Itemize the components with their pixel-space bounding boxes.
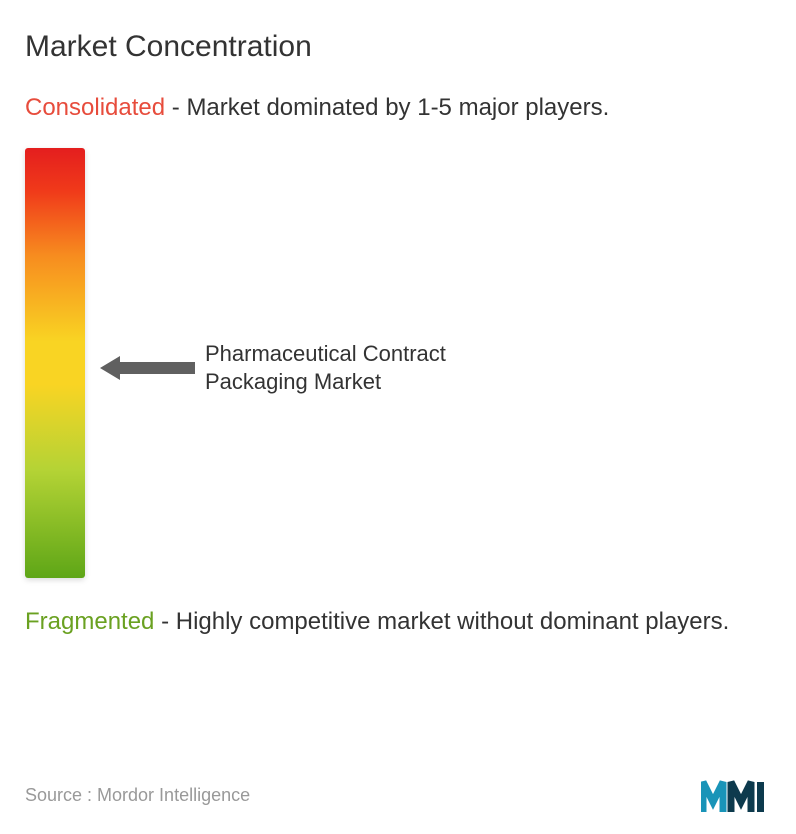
arrow-head-icon bbox=[100, 356, 120, 380]
consolidated-term: Consolidated bbox=[25, 94, 165, 121]
consolidated-text: - Market dominated by 1-5 major players. bbox=[165, 94, 609, 121]
marker-arrow bbox=[100, 361, 195, 375]
consolidated-description: Consolidated - Market dominated by 1-5 m… bbox=[25, 94, 771, 123]
fragmented-description: Fragmented - Highly competitive market w… bbox=[25, 608, 771, 637]
marker-group: Pharmaceutical Contract Packaging Market bbox=[100, 340, 545, 395]
source-attribution: Source : Mordor Intelligence bbox=[25, 785, 250, 806]
fragmented-text: - Highly competitive market without domi… bbox=[154, 608, 729, 635]
marker-label: Pharmaceutical Contract Packaging Market bbox=[205, 340, 545, 395]
fragmented-term: Fragmented bbox=[25, 608, 154, 635]
gradient-bar bbox=[25, 148, 85, 578]
scale-container: Pharmaceutical Contract Packaging Market bbox=[25, 148, 771, 578]
brand-logo bbox=[701, 774, 771, 814]
arrow-body bbox=[120, 362, 195, 374]
mi-logo-icon bbox=[701, 774, 771, 814]
chart-title: Market Concentration bbox=[25, 30, 771, 64]
